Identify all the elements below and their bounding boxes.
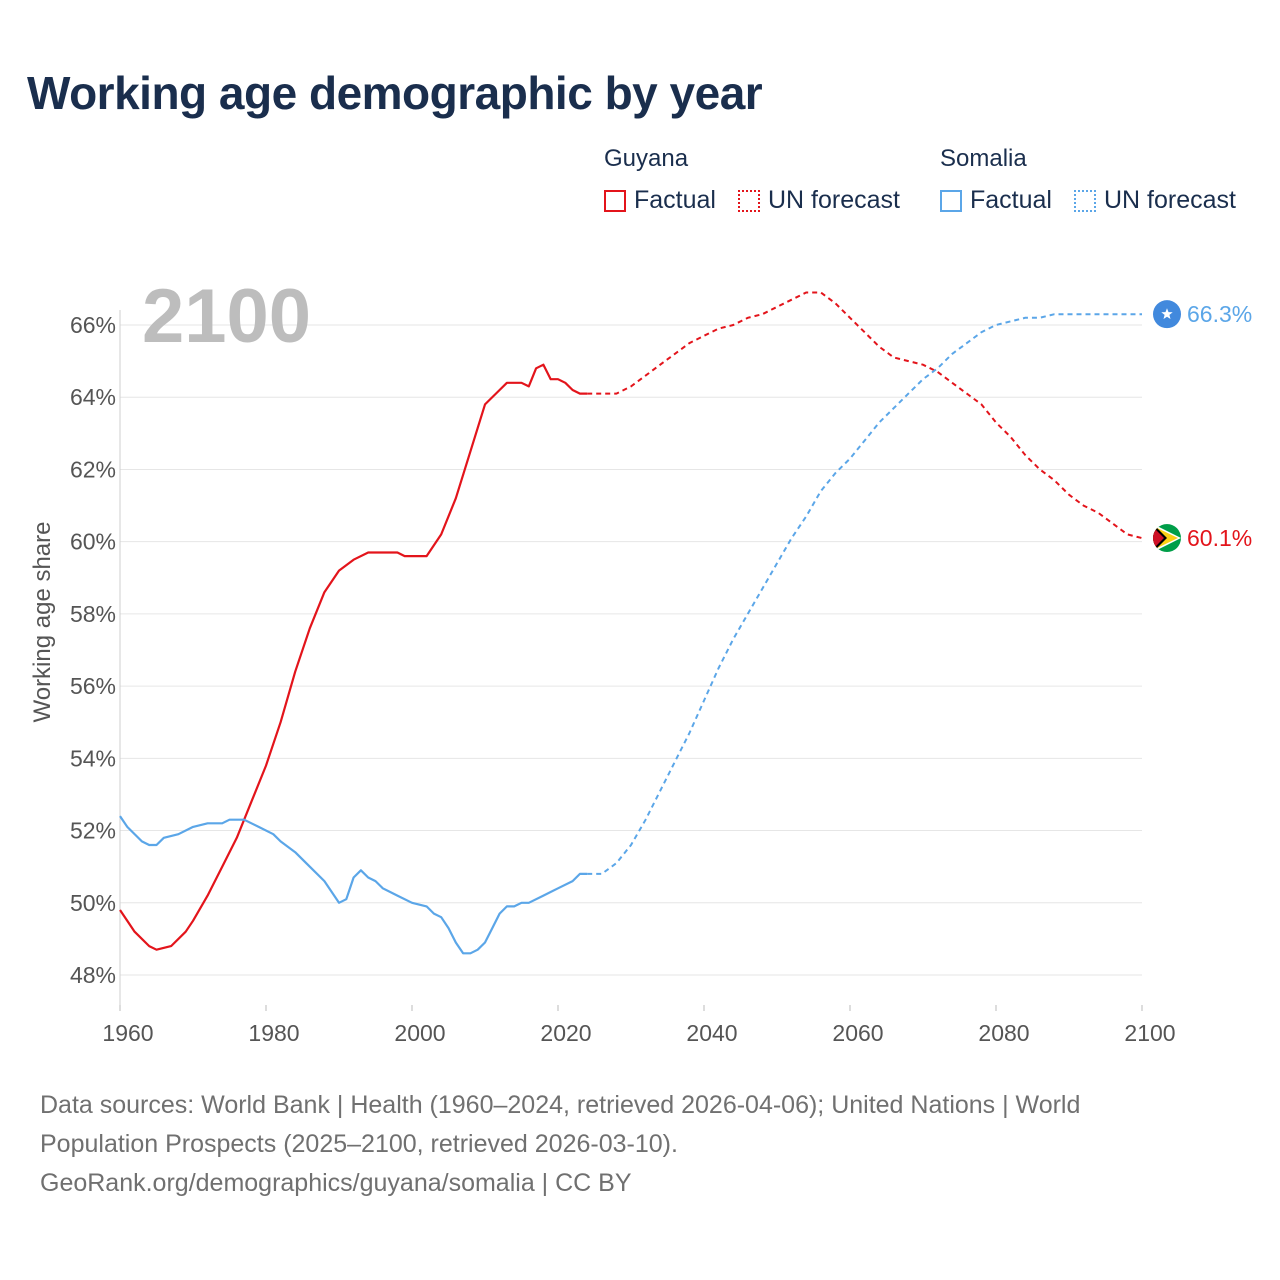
legend-guyana-title: Guyana xyxy=(604,145,689,172)
legend-somalia-title: Somalia xyxy=(940,145,1027,172)
legend-guyana-factual-label: Factual xyxy=(634,186,716,214)
x-tick-label: 2060 xyxy=(832,1020,883,1046)
y-axis-label: Working age share xyxy=(29,522,56,723)
sources-line-2: Population Prospects (2025–2100, retriev… xyxy=(40,1130,678,1158)
y-tick-label: 56% xyxy=(70,673,116,699)
legend-somalia-factual-label: Factual xyxy=(970,186,1052,214)
x-tick-label: 2000 xyxy=(394,1020,445,1046)
y-tick-label: 66% xyxy=(70,312,116,338)
somalia-factual-line[interactable] xyxy=(119,815,588,955)
x-tick-label: 2020 xyxy=(540,1020,591,1046)
guyana-end-value-label: 60.1% xyxy=(1187,525,1252,551)
legend-guyana-factual[interactable]: Factual xyxy=(604,186,716,215)
line-chart: 48% 50% 52% 54% 56% 58% 60% 62% 64% 66% 1960 1980 2… xyxy=(29,274,1252,1046)
legend-guyana-forecast-swatch xyxy=(738,189,760,212)
legend-somalia-forecast-label: UN forecast xyxy=(1104,186,1236,214)
guyana-end-marker: 60.1% xyxy=(1153,524,1252,553)
sources-line-1: Data sources: World Bank | Health (1960–… xyxy=(40,1091,1081,1119)
y-tick-label: 62% xyxy=(70,456,116,482)
x-tick-label: 1960 xyxy=(102,1020,153,1046)
chart-title: Working age demographic by year xyxy=(27,67,763,119)
y-tick-label: 54% xyxy=(70,745,116,771)
series-lines xyxy=(119,291,1143,955)
legend-guyana-forecast-label: UN forecast xyxy=(768,186,900,214)
guyana-forecast-line[interactable] xyxy=(587,291,1143,540)
legend-guyana-forecast[interactable]: UN forecast xyxy=(738,186,900,215)
guyana-flag-icon xyxy=(1153,524,1181,553)
somalia-forecast-line[interactable] xyxy=(587,313,1142,875)
x-axis-ticks: 1960 1980 2000 2020 2040 2060 2080 2100 xyxy=(102,1005,1176,1046)
sources-line-3[interactable]: GeoRank.org/demographics/guyana/somalia … xyxy=(40,1169,632,1197)
x-tick-label: 2080 xyxy=(978,1020,1029,1046)
x-tick-label: 2100 xyxy=(1124,1020,1175,1046)
legend-somalia-factual[interactable]: Factual xyxy=(940,186,1052,215)
guyana-factual-line[interactable] xyxy=(119,363,588,951)
legend-guyana-factual-swatch xyxy=(604,189,626,212)
y-axis-ticks: 48% 50% 52% 54% 56% 58% 60% 62% 64% 66% xyxy=(70,312,116,988)
somalia-end-value-label: 66.3% xyxy=(1187,301,1252,327)
y-tick-label: 48% xyxy=(70,962,116,988)
year-badge: 2100 xyxy=(142,274,311,359)
legend-somalia-factual-swatch xyxy=(940,189,962,212)
y-tick-label: 50% xyxy=(70,890,116,916)
data-sources: Data sources: World Bank | Health (1960–… xyxy=(40,1086,1240,1203)
star-icon xyxy=(1161,308,1173,319)
end-markers: 60.1% 66.3% xyxy=(1153,300,1252,553)
legend-somalia-forecast[interactable]: UN forecast xyxy=(1074,186,1236,215)
x-tick-label: 2040 xyxy=(686,1020,737,1046)
y-tick-label: 58% xyxy=(70,601,116,627)
y-tick-label: 64% xyxy=(70,384,116,410)
legend-somalia-forecast-swatch xyxy=(1074,189,1096,212)
y-tick-label: 52% xyxy=(70,818,116,844)
x-tick-label: 1980 xyxy=(248,1020,299,1046)
somalia-end-marker: 66.3% xyxy=(1153,300,1252,329)
y-tick-label: 60% xyxy=(70,529,116,555)
